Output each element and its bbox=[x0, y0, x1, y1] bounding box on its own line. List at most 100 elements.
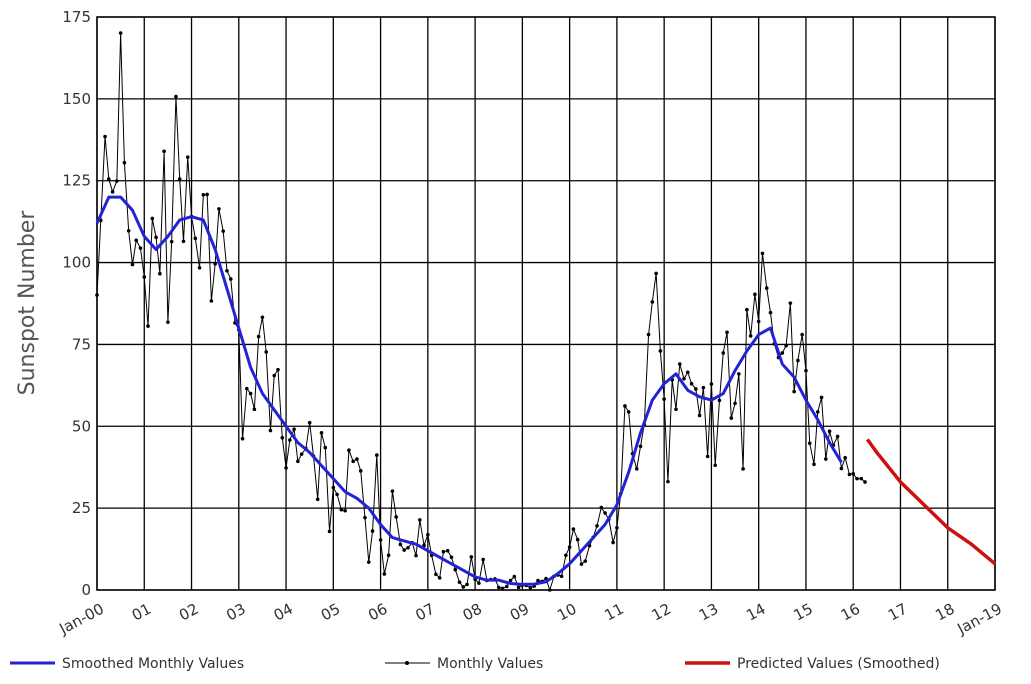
data-point bbox=[327, 529, 332, 534]
series-line bbox=[865, 438, 997, 566]
data-point bbox=[559, 574, 564, 579]
data-point bbox=[654, 271, 658, 276]
data-point bbox=[571, 527, 576, 531]
data-point bbox=[272, 373, 277, 378]
data-point bbox=[331, 485, 336, 490]
data-point bbox=[394, 515, 398, 519]
data-point bbox=[567, 545, 572, 549]
data-point bbox=[512, 574, 517, 579]
data-point bbox=[465, 582, 469, 587]
data-point bbox=[859, 476, 864, 481]
data-point bbox=[181, 239, 186, 244]
data-point bbox=[815, 410, 820, 414]
data-point bbox=[477, 581, 481, 585]
data-point bbox=[796, 358, 800, 363]
data-point bbox=[823, 457, 828, 461]
data-point bbox=[500, 586, 505, 591]
data-point bbox=[481, 557, 485, 562]
data-point bbox=[402, 548, 407, 552]
y-tick-label: 25 bbox=[72, 499, 91, 517]
data-point bbox=[335, 492, 339, 497]
data-point bbox=[174, 94, 178, 99]
data-point bbox=[445, 548, 450, 553]
data-point bbox=[307, 420, 312, 425]
data-point bbox=[284, 466, 288, 470]
data-point bbox=[154, 235, 158, 240]
data-point bbox=[299, 452, 304, 456]
data-point bbox=[205, 192, 209, 197]
data-point bbox=[197, 266, 202, 270]
data-point bbox=[406, 545, 410, 550]
data-point bbox=[319, 431, 324, 435]
data-point bbox=[682, 377, 686, 381]
data-point bbox=[166, 320, 170, 324]
data-point bbox=[142, 275, 147, 279]
data-point bbox=[221, 229, 225, 233]
x-tick-label: 01 bbox=[129, 600, 154, 625]
x-tick-label: 05 bbox=[318, 600, 343, 625]
x-tick-label: 06 bbox=[365, 600, 390, 625]
data-point bbox=[95, 293, 99, 297]
data-point bbox=[685, 370, 690, 375]
data-point bbox=[721, 351, 726, 355]
data-point bbox=[256, 334, 261, 339]
data-point bbox=[717, 398, 722, 403]
data-point bbox=[260, 315, 265, 320]
x-tick-label: 16 bbox=[838, 600, 863, 625]
data-point bbox=[150, 216, 155, 221]
data-point bbox=[288, 438, 292, 442]
data-point bbox=[248, 391, 253, 396]
data-point bbox=[426, 532, 430, 537]
data-point bbox=[626, 410, 631, 414]
data-point bbox=[623, 404, 627, 408]
x-tick-label: 10 bbox=[554, 600, 579, 625]
data-point bbox=[701, 385, 706, 390]
data-point bbox=[268, 428, 273, 433]
data-point bbox=[547, 588, 552, 592]
data-point bbox=[103, 134, 107, 139]
data-point bbox=[130, 262, 135, 267]
data-point bbox=[528, 585, 533, 590]
data-point bbox=[449, 555, 454, 560]
data-point bbox=[496, 585, 501, 590]
data-point bbox=[827, 429, 832, 433]
data-point bbox=[748, 334, 753, 338]
data-point bbox=[725, 330, 729, 335]
data-point bbox=[753, 292, 757, 297]
x-tick-label: 09 bbox=[507, 600, 532, 625]
data-point bbox=[422, 543, 426, 548]
data-point bbox=[437, 576, 442, 580]
data-point bbox=[737, 372, 741, 376]
x-tick-label: 04 bbox=[271, 600, 296, 625]
x-tick-label: 07 bbox=[412, 600, 437, 625]
data-point bbox=[138, 246, 143, 250]
data-point bbox=[764, 286, 769, 290]
data-point bbox=[650, 300, 655, 304]
x-tick-label: 13 bbox=[696, 600, 721, 625]
data-point bbox=[689, 381, 694, 386]
y-tick-label: 150 bbox=[62, 90, 91, 108]
data-point bbox=[280, 435, 285, 440]
data-point bbox=[615, 525, 619, 530]
data-point bbox=[245, 386, 249, 391]
series-line bbox=[95, 195, 843, 586]
y-tick-label: 125 bbox=[62, 172, 91, 190]
data-point bbox=[347, 448, 351, 452]
data-point bbox=[713, 463, 718, 468]
x-tick-label: 03 bbox=[223, 600, 248, 625]
y-tick-label: 100 bbox=[62, 254, 91, 272]
y-axis-label: Sunspot Number bbox=[15, 210, 40, 396]
x-tick-label: 02 bbox=[176, 600, 201, 625]
data-point bbox=[118, 31, 123, 35]
data-point bbox=[508, 578, 513, 583]
data-point bbox=[374, 453, 379, 457]
data-point bbox=[358, 469, 363, 473]
data-point bbox=[603, 511, 607, 515]
data-point bbox=[193, 236, 198, 241]
data-point bbox=[564, 553, 568, 558]
data-point bbox=[729, 416, 734, 420]
data-point bbox=[126, 229, 131, 233]
x-tick-label: Jan-19 bbox=[953, 600, 1004, 639]
data-point bbox=[851, 471, 856, 476]
